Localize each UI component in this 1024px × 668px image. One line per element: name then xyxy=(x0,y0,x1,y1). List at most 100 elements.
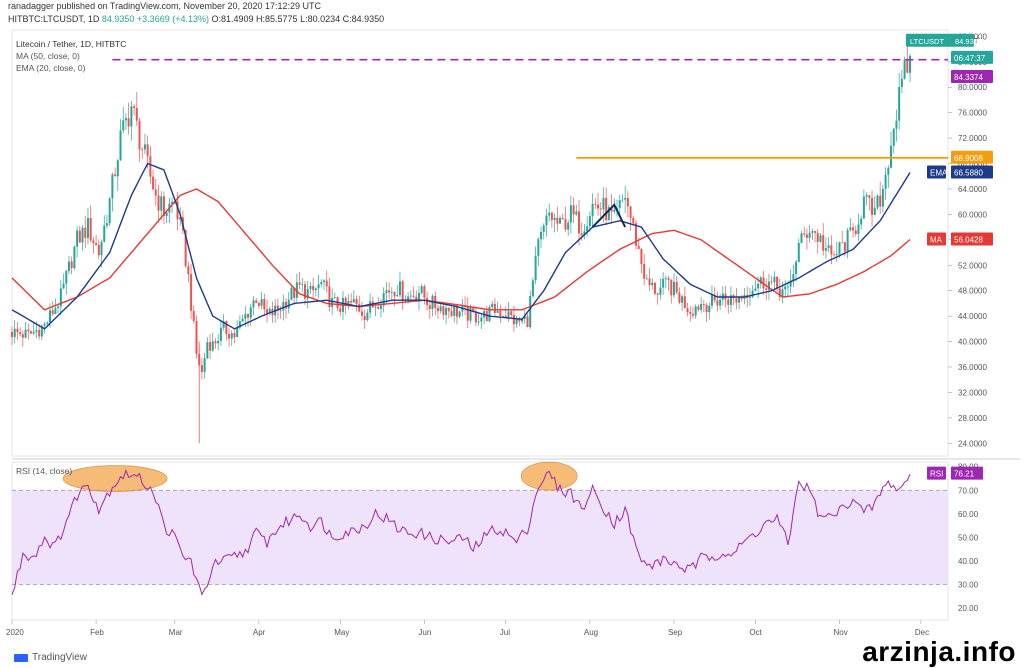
candle-body xyxy=(225,321,228,335)
candle-body xyxy=(192,310,195,322)
candle-body xyxy=(46,322,49,324)
countdown-label-bg xyxy=(951,50,993,64)
candle-body xyxy=(808,232,811,238)
ema-line xyxy=(11,162,911,330)
candle-body xyxy=(643,264,646,279)
candle-body xyxy=(613,209,616,212)
candle-body xyxy=(154,189,157,196)
candle-body xyxy=(575,211,578,215)
candle-body xyxy=(40,325,43,337)
candle-body xyxy=(62,283,65,289)
candle-body xyxy=(656,293,659,295)
candle-body xyxy=(789,280,792,287)
candle-body xyxy=(846,230,849,252)
candle-body xyxy=(816,232,819,242)
month-tick-label: Oct xyxy=(749,628,762,637)
candle-body xyxy=(244,314,247,319)
tradingview-logo-icon xyxy=(14,653,28,662)
candle-body xyxy=(767,281,770,290)
candle-body xyxy=(857,224,860,234)
ohlc-text: O:81.4909 H:85.5775 L:80.0234 C:84.9350 xyxy=(211,14,385,24)
candle-body xyxy=(317,284,320,289)
candle-body xyxy=(659,287,662,295)
candle-body xyxy=(290,287,293,300)
candle-body xyxy=(252,300,255,308)
candle-body xyxy=(331,297,334,308)
publish-line: ranadagger published on TradingView.com,… xyxy=(8,1,321,11)
candle-body xyxy=(247,314,250,318)
candle-body xyxy=(705,304,708,313)
candle-body xyxy=(852,227,855,231)
candle-body xyxy=(735,298,738,303)
candle-body xyxy=(171,201,174,204)
candle-body xyxy=(814,231,817,233)
price-tick-label: 44.0000 xyxy=(958,312,987,321)
rsi-value-label-bg xyxy=(951,466,983,480)
candle-body xyxy=(515,317,518,325)
candle-body xyxy=(871,197,874,215)
candle-body xyxy=(903,59,906,79)
price-tick-label: 32.0000 xyxy=(958,388,987,397)
candle-body xyxy=(499,310,502,317)
legend-ma: MA (50, close, 0) xyxy=(16,51,80,61)
candle-body xyxy=(84,227,87,238)
candle-body xyxy=(455,305,458,317)
candle-body xyxy=(803,233,806,235)
rsi-overbought-highlight xyxy=(62,465,168,492)
candle-body xyxy=(230,333,233,339)
candle-body xyxy=(130,106,133,127)
tradingview-logo[interactable]: TradingView xyxy=(14,652,87,663)
candle-body xyxy=(119,130,122,161)
candle-body xyxy=(469,307,472,321)
candle-body xyxy=(488,307,491,322)
month-tick-label: Jul xyxy=(500,628,510,637)
candle-body xyxy=(442,306,445,315)
candle-body xyxy=(282,301,285,311)
candle-body xyxy=(909,55,912,73)
candle-body xyxy=(219,327,222,341)
candle-body xyxy=(531,280,534,297)
candle-body xyxy=(605,197,608,221)
candle-body xyxy=(710,295,713,306)
candle-body xyxy=(255,300,258,303)
candle-body xyxy=(472,307,475,313)
candle-body xyxy=(621,199,624,201)
rsi-legend: RSI (14, close) xyxy=(16,466,72,476)
ema-tag-label-bg xyxy=(927,165,946,179)
candle-body xyxy=(879,195,882,207)
legend-ema: EMA (20, close, 0) xyxy=(16,63,86,73)
candle-body xyxy=(526,316,529,328)
ema-value-label-bg xyxy=(951,165,993,179)
candle-body xyxy=(347,300,350,305)
candle-body xyxy=(892,128,895,146)
countdown-label: 06:47:37 xyxy=(954,54,986,63)
candle-body xyxy=(906,59,909,73)
resistance-level-label-bg xyxy=(951,150,993,164)
candle-body xyxy=(485,310,488,322)
candle-body xyxy=(672,281,675,296)
candle-body xyxy=(597,204,600,209)
candle-body xyxy=(588,216,591,227)
candle-body xyxy=(811,231,814,233)
candle-body xyxy=(103,225,106,242)
candle-body xyxy=(887,167,890,175)
candle-body xyxy=(792,274,795,281)
publish-text: ranadagger published on TradingView.com,… xyxy=(8,1,322,11)
candle-body xyxy=(382,293,385,306)
candle-body xyxy=(778,288,781,297)
candle-body xyxy=(141,149,144,151)
candle-body xyxy=(824,248,827,251)
candle-body xyxy=(890,145,893,168)
candle-body xyxy=(833,254,836,256)
candle-body xyxy=(81,227,84,243)
candle-body xyxy=(835,253,838,255)
candle-body xyxy=(504,315,507,318)
candle-body xyxy=(76,230,79,247)
candle-body xyxy=(209,342,212,351)
candle-body xyxy=(729,295,732,305)
candle-body xyxy=(206,342,209,359)
candle-body xyxy=(396,295,399,297)
candle-body xyxy=(73,246,76,269)
candle-body xyxy=(43,323,46,326)
